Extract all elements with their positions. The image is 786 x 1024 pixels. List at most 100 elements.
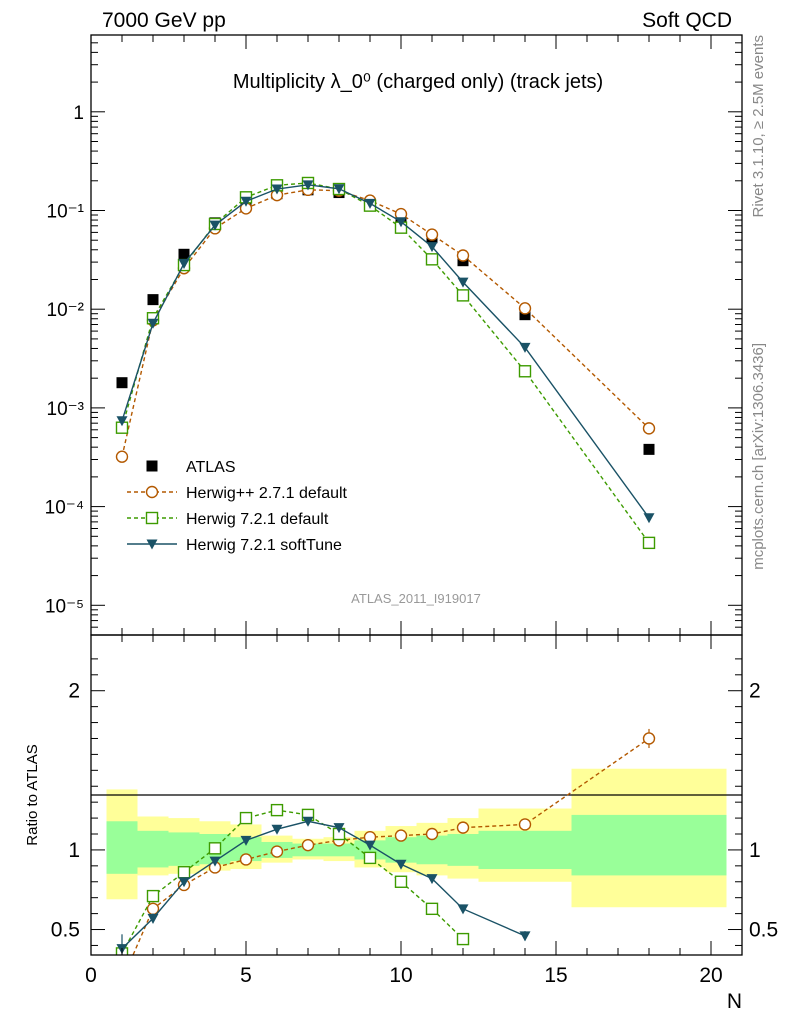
y-tick-label: 10⁻⁵ xyxy=(45,596,84,617)
ratio-point xyxy=(425,902,439,916)
ratio-point xyxy=(395,859,407,870)
ratio-point xyxy=(270,845,284,858)
ratio-point xyxy=(147,913,159,924)
ratio-point xyxy=(363,851,377,865)
band-inner-bin xyxy=(416,835,448,865)
x-tick-label: 10 xyxy=(389,964,412,987)
band-inner-bin xyxy=(447,834,479,866)
ratio-point xyxy=(425,827,439,841)
series-line xyxy=(121,184,650,519)
data-point xyxy=(178,259,190,270)
legend-marker xyxy=(146,460,158,472)
ratio-point xyxy=(178,877,190,888)
ratio-point xyxy=(240,835,252,846)
ratio-point xyxy=(117,975,128,986)
x-tick-label: 5 xyxy=(240,964,252,987)
ratio-point xyxy=(146,902,160,916)
legend-label: Herwig 7.2.1 softTune xyxy=(186,537,342,554)
data-point xyxy=(116,416,128,427)
series-line xyxy=(121,189,650,457)
ratio-y-axis-label: Ratio to ATLAS xyxy=(24,744,41,845)
y-tick-label: 10⁻² xyxy=(47,300,85,321)
data-point xyxy=(642,422,656,435)
x-tick-label: 20 xyxy=(699,964,722,987)
ratio-band-inner xyxy=(106,814,727,876)
legend-entry: Herwig 7.2.1 softTune xyxy=(127,537,342,554)
ratio-point xyxy=(270,803,284,817)
data-point xyxy=(643,513,655,524)
data-point xyxy=(519,309,531,321)
header-left-label: 7000 GeV pp xyxy=(102,9,226,32)
ratio-point xyxy=(208,842,222,855)
band-inner-bin xyxy=(571,814,727,876)
mcplots-label: mcplots.cern.ch [arXiv:1306.3436] xyxy=(750,343,767,570)
ratio-point xyxy=(209,856,221,867)
legend-marker xyxy=(145,485,159,499)
ratio-tick-label-left: 2 xyxy=(68,680,80,703)
axis-ticks xyxy=(90,34,743,955)
ratio-point xyxy=(457,904,469,915)
data-point xyxy=(425,228,439,241)
header-right-label: Soft QCD xyxy=(642,9,732,32)
ratio-point xyxy=(456,821,470,834)
legend-entry: Herwig++ 2.7.1 default xyxy=(127,485,348,502)
data-point xyxy=(395,217,407,228)
legend-entry: ATLAS xyxy=(146,459,236,476)
ratio-point xyxy=(426,874,438,885)
data-point xyxy=(643,443,655,455)
ratio-point xyxy=(301,838,315,852)
ratio-point xyxy=(177,866,191,879)
axis-tick-labels: 0 5 10 15 20 10⁻⁵ 10⁻⁴ 10⁻³ 10⁻² 10⁻¹ 1 0.5 0.5 1 1 2 2 xyxy=(45,103,779,987)
data-point xyxy=(518,365,532,378)
data-point xyxy=(302,180,314,191)
ratio-tick-label-left: 1 xyxy=(68,839,80,862)
band-inner-bin xyxy=(168,832,200,866)
ratio-tick-label-right: 0.5 xyxy=(749,919,778,942)
legend-entry: Herwig 7.2.1 default xyxy=(127,511,329,528)
series-herwig-7-2-1-softtune xyxy=(116,180,655,524)
x-axis-label: N xyxy=(727,990,742,1013)
data-point xyxy=(333,184,345,195)
plot-title: Multiplicity λ_0⁰ (charged only) (track … xyxy=(233,71,603,93)
legend: ATLAS Herwig++ 2.7.1 default Herwig 7.2.1 … xyxy=(127,459,348,554)
data-point xyxy=(178,248,190,260)
data-point xyxy=(642,536,656,550)
analysis-watermark: ATLAS_2011_I919017 xyxy=(351,591,481,606)
ratio-point xyxy=(146,889,160,903)
ratio-point xyxy=(364,840,376,851)
data-point xyxy=(518,302,532,315)
data-point xyxy=(209,220,221,231)
data-point xyxy=(147,294,159,306)
rivet-version-label: Rivet 3.1.10, ≥ 2.5M events xyxy=(750,35,767,218)
legend-label: Herwig 7.2.1 default xyxy=(186,511,329,528)
ratio-point xyxy=(519,931,531,942)
data-point xyxy=(519,342,531,353)
ratio-point xyxy=(271,824,283,835)
data-point xyxy=(364,198,376,209)
ratio-tick-label-left: 0.5 xyxy=(51,919,80,942)
data-point xyxy=(271,184,283,195)
x-tick-label: 0 xyxy=(85,964,97,987)
band-inner-bin xyxy=(323,843,355,857)
ratio-point xyxy=(394,875,408,888)
legend-marker xyxy=(146,539,158,550)
ratio-point xyxy=(333,823,345,834)
ratio-point xyxy=(518,818,532,831)
data-point xyxy=(426,242,438,253)
data-point xyxy=(147,318,159,329)
y-tick-label: 10⁻⁴ xyxy=(45,498,84,519)
ratio-point xyxy=(394,829,408,842)
legend-label: Herwig++ 2.7.1 default xyxy=(186,485,348,502)
legend-label: ATLAS xyxy=(186,459,236,476)
data-point xyxy=(240,196,252,207)
ratio-point xyxy=(642,732,656,745)
data-point xyxy=(115,450,129,463)
y-tick-label: 10⁻³ xyxy=(47,399,85,420)
y-tick-label: 10⁻¹ xyxy=(47,201,85,222)
legend-marker xyxy=(145,511,159,525)
band-inner-bin xyxy=(230,837,262,862)
ratio-tick-label-right: 2 xyxy=(749,680,761,703)
band-inner-bin xyxy=(137,830,169,868)
ratio-point xyxy=(456,932,470,946)
